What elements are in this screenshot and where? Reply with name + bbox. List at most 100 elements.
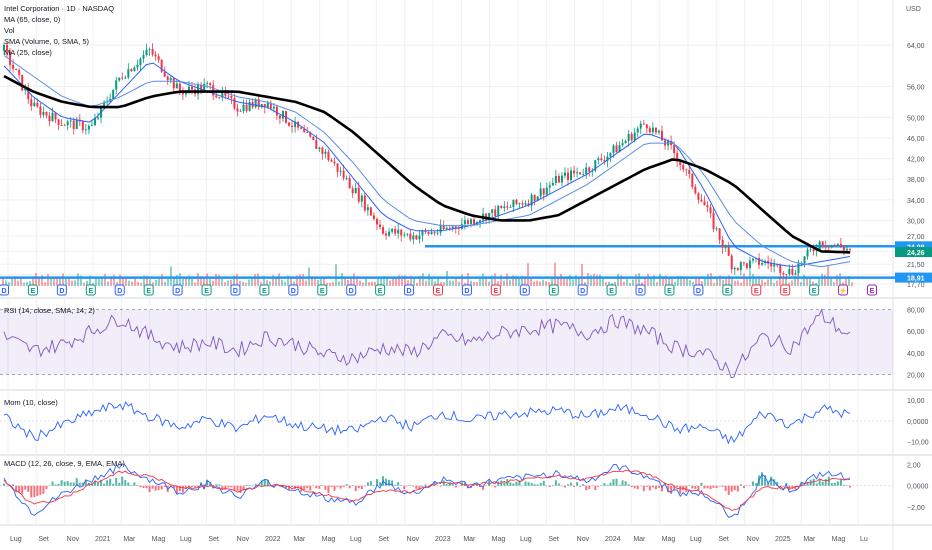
event-marker-dividend[interactable]: D (635, 284, 646, 296)
volume-bar (128, 280, 130, 286)
macd-histogram-bar (106, 480, 109, 486)
event-marker-dividend[interactable]: D (0, 284, 9, 296)
volume-bar (671, 277, 673, 286)
ma2-indicator-label[interactable]: MA (25, close) (4, 48, 52, 57)
candle (733, 266, 736, 275)
momentum-title[interactable]: Mom (10, close) (4, 398, 58, 407)
volume-sma-label[interactable]: SMA (Volume, 0, SMA, 5) (4, 37, 90, 46)
candle (3, 42, 5, 55)
event-marker-earnings[interactable]: E (490, 284, 501, 296)
macd-pane[interactable] (0, 463, 893, 518)
volume-bar (248, 279, 250, 286)
macd-histogram-bar (197, 485, 200, 488)
candle (24, 83, 27, 95)
event-marker-earnings[interactable]: E (664, 284, 675, 296)
event-marker-dividend[interactable]: D (114, 284, 125, 296)
event-marker-earnings[interactable]: E (867, 284, 877, 296)
candle (560, 172, 563, 187)
event-marker-split[interactable]: ⚡ (838, 284, 849, 296)
macd-histogram-bar (369, 481, 372, 486)
volume-bar (458, 281, 460, 286)
event-marker-dividend[interactable]: D (461, 284, 472, 296)
volume-bar (293, 281, 295, 286)
event-markers[interactable]: D E D E D E D E D E D E D E D E D E D E D E D E D E E E E ⚡ E (0, 284, 877, 296)
volume-bar (587, 273, 589, 286)
event-marker-earnings[interactable]: E (317, 284, 328, 296)
candle (679, 160, 682, 171)
macd-title[interactable]: MACD (12, 26, close, 9, EMA, EMA) (4, 459, 125, 468)
candle (748, 256, 751, 274)
event-marker-dividend[interactable]: D (172, 284, 183, 296)
macd-histogram-bar (130, 485, 133, 486)
candle (291, 119, 294, 133)
candle (93, 113, 96, 126)
event-marker-earnings[interactable]: E (143, 284, 154, 296)
event-marker-earnings[interactable]: E (375, 284, 386, 296)
candle (739, 260, 742, 276)
event-marker-dividend[interactable]: D (404, 284, 415, 296)
volume-indicator-label[interactable]: Vol (4, 26, 15, 35)
candle (209, 82, 212, 90)
candle (151, 43, 154, 57)
volume-bar (389, 280, 391, 286)
volume-bar (326, 282, 328, 286)
event-marker-earnings[interactable]: E (201, 284, 212, 296)
macd-histogram-bar (403, 485, 406, 490)
svg-text:E: E (378, 288, 383, 295)
rsi-tick-label: 80,00 (907, 307, 925, 314)
event-marker-earnings[interactable]: E (722, 284, 733, 296)
candle (554, 169, 557, 186)
time-tick-label: Lug (520, 536, 532, 543)
event-marker-dividend[interactable]: D (56, 284, 67, 296)
volume-bar (380, 278, 382, 286)
macd-histogram-bar (594, 485, 597, 491)
macd-histogram-bar (275, 485, 278, 487)
candle (97, 112, 99, 121)
event-marker-dividend[interactable]: D (693, 284, 704, 296)
macd-histogram-bar (600, 485, 603, 487)
event-marker-earnings[interactable]: E (751, 284, 762, 296)
rsi-pane[interactable] (0, 308, 893, 379)
svg-text:E: E (783, 288, 788, 295)
event-marker-dividend[interactable]: D (288, 284, 299, 296)
candle (688, 165, 691, 179)
svg-text:E: E (725, 288, 730, 295)
macd-histogram-bar (730, 485, 733, 492)
event-marker-earnings[interactable]: E (85, 284, 96, 296)
volume-bar (383, 276, 385, 286)
candle (782, 271, 785, 278)
macd-histogram-bar (794, 485, 797, 490)
event-marker-dividend[interactable]: D (230, 284, 241, 296)
ma-indicator-label[interactable]: MA (65, close, 0) (4, 15, 61, 24)
time-tick-label: Mar (123, 536, 136, 543)
candle (6, 41, 9, 57)
volume-bar (530, 278, 532, 286)
event-marker-earnings[interactable]: E (433, 284, 443, 296)
volume-bar (434, 281, 436, 286)
event-marker-earnings[interactable]: E (780, 284, 791, 296)
rsi-title[interactable]: RSI (14, close, SMA, 14, 2) (4, 306, 95, 315)
event-marker-dividend[interactable]: D (346, 284, 357, 296)
macd-histogram-bar (573, 485, 576, 487)
time-axis[interactable]: Lug Set Nov 2021 Mar Mag Lug Set Nov 2022 Mar Mag Lu… (10, 536, 868, 543)
event-marker-earnings[interactable]: E (809, 284, 820, 296)
event-marker-earnings[interactable]: E (27, 284, 38, 296)
event-marker-dividend[interactable]: D (577, 284, 588, 296)
event-marker-dividend[interactable]: D (519, 284, 530, 296)
candle (506, 201, 509, 211)
momentum-pane[interactable] (0, 401, 893, 445)
macd-tick-label: 2,00 (907, 462, 921, 469)
price-axis[interactable]: 64,00 56,00 50,00 46,00 42,00 38,00 34,00 30,00… (895, 43, 932, 512)
macd-histogram-bar (72, 482, 75, 486)
macd-histogram-bar (18, 485, 21, 493)
candle (333, 157, 336, 167)
volume-bar (761, 279, 763, 286)
macd-histogram-bar (454, 485, 457, 488)
event-marker-earnings[interactable]: E (548, 284, 559, 296)
event-marker-earnings[interactable]: E (259, 284, 270, 296)
time-tick-label: Set (718, 536, 729, 543)
macd-histogram-bar (709, 485, 712, 490)
event-marker-earnings[interactable]: E (606, 284, 617, 296)
macd-histogram-bar (309, 485, 312, 491)
